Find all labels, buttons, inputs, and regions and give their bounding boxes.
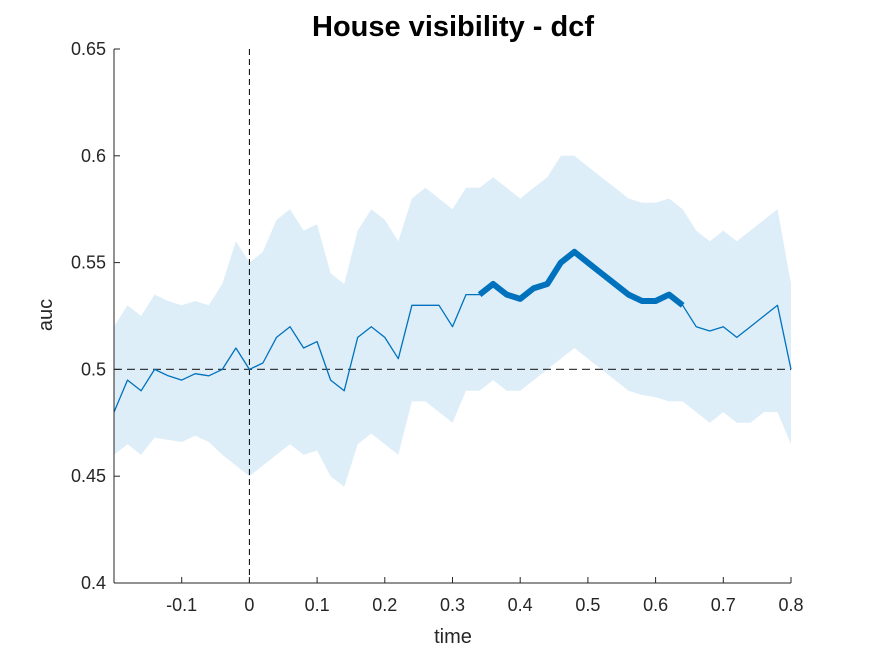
x-tick-label: 0 bbox=[244, 595, 254, 615]
confidence-band bbox=[114, 155, 791, 487]
x-tick-label: 0.5 bbox=[575, 595, 600, 615]
y-tick-label: 0.6 bbox=[81, 146, 106, 166]
confidence-band-layer bbox=[114, 155, 791, 487]
auc-series-layer bbox=[113, 248, 792, 413]
x-tick-label: 0.6 bbox=[643, 595, 668, 615]
y-tick-label: 0.4 bbox=[81, 573, 106, 593]
reference-lines-layer bbox=[114, 49, 791, 583]
x-tick-label: 0.1 bbox=[305, 595, 330, 615]
x-axis-label: time bbox=[434, 626, 472, 648]
x-tick-label: 0.7 bbox=[711, 595, 736, 615]
significant-interval-line bbox=[477, 248, 685, 308]
x-tick-label: 0.4 bbox=[508, 595, 533, 615]
y-tick-label: 0.45 bbox=[71, 466, 106, 486]
x-tick-label: -0.1 bbox=[166, 595, 197, 615]
y-tick-label: 0.65 bbox=[71, 39, 106, 59]
x-tick-label: 0.8 bbox=[778, 595, 803, 615]
chart-title: House visibility - dcf bbox=[312, 11, 594, 43]
y-tick-label: 0.5 bbox=[81, 359, 106, 379]
x-tick-label: 0.2 bbox=[372, 595, 397, 615]
x-ticks-layer: -0.1 0 0.1 0.2 0.3 0.4 0.5 0.6 0.7 0.8 bbox=[166, 577, 804, 615]
y-axis-label: auc bbox=[35, 299, 57, 331]
y-tick-label: 0.55 bbox=[71, 253, 106, 273]
y-ticks-layer: 0.4 0.45 0.5 0.55 0.6 0.65 bbox=[71, 39, 120, 593]
x-tick-label: 0.3 bbox=[440, 595, 465, 615]
